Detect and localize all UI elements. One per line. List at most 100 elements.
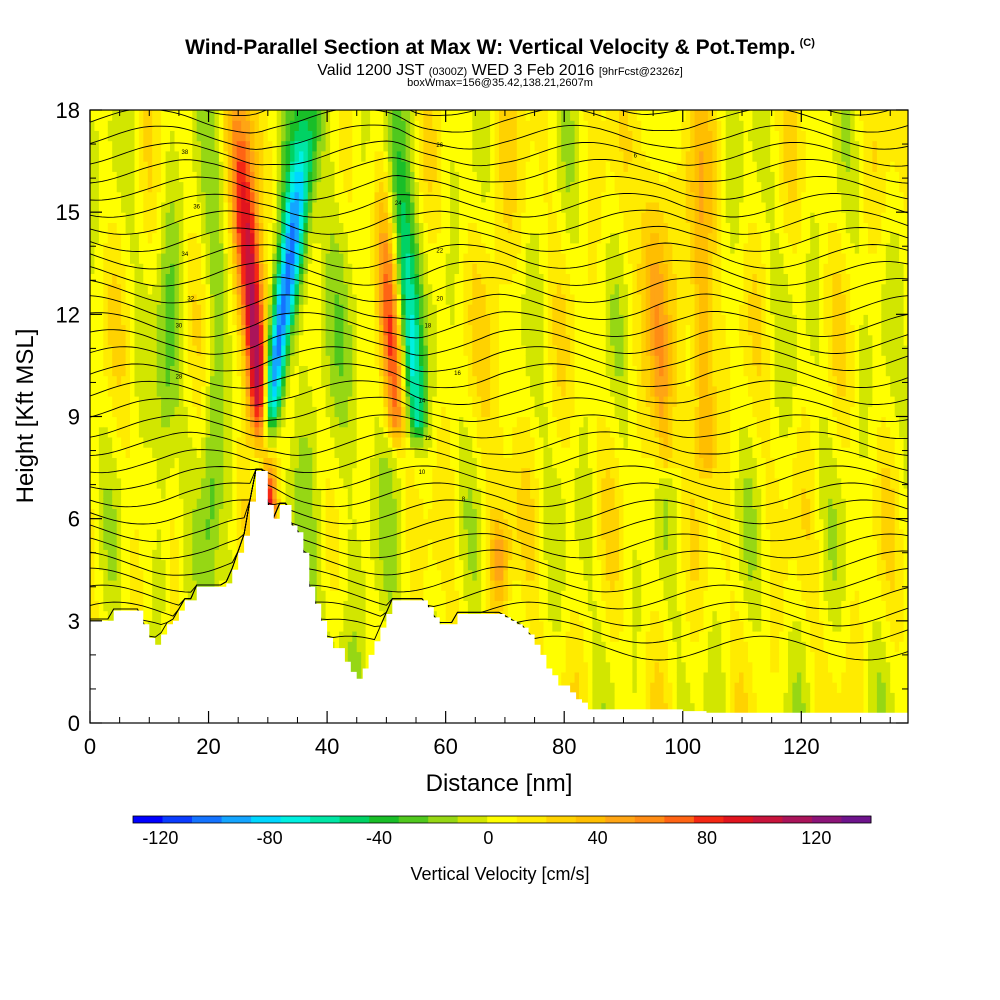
- theta-contour: [90, 310, 908, 339]
- colorbar-swatch: [812, 816, 842, 823]
- contour-label: 22: [436, 249, 443, 255]
- contour-label: 12: [425, 436, 432, 442]
- colorbar-swatch: [457, 816, 488, 823]
- y-tick-label: 12: [56, 302, 80, 327]
- theta-contour: [90, 465, 908, 491]
- colorbar-swatch: [428, 816, 459, 823]
- colorbar-tick-label: -80: [257, 828, 283, 848]
- chart-subtitle: Valid 1200 JST (0300Z) WED 3 Feb 2016 [9…: [317, 62, 683, 79]
- terrain-profile: [90, 471, 908, 723]
- copyright-mark: (C): [799, 37, 815, 49]
- y-tick-label: 0: [68, 711, 80, 736]
- theta-contour: [90, 346, 908, 373]
- theta-contour: [90, 209, 908, 235]
- colorbar-swatch: [310, 816, 341, 823]
- contour-label: 36: [193, 204, 200, 210]
- theta-contour: [90, 328, 908, 356]
- theta-contour: [90, 124, 908, 150]
- contour-label: 28: [176, 375, 183, 381]
- theta-contour: [90, 468, 908, 542]
- colorbar-tick-label: 40: [588, 828, 608, 848]
- contour-label: 18: [425, 324, 432, 330]
- colorbar-swatch: [782, 816, 813, 823]
- chart-title: Wind-Parallel Section at Max W: Vertical…: [185, 36, 815, 59]
- colorbar-swatch: [221, 816, 252, 823]
- theta-contour: [90, 396, 908, 423]
- y-axis-label: Height [Kft MSL]: [12, 329, 39, 504]
- colorbar: -120 -80 -40 0 40 80 120: [132, 815, 872, 848]
- colorbar-swatch: [162, 816, 193, 823]
- y-tick-label: 6: [68, 507, 80, 532]
- colorbar-tick-label: 80: [697, 828, 717, 848]
- theta-contour: [90, 259, 908, 287]
- theta-contour: [90, 468, 908, 525]
- contour-label: 24: [395, 201, 402, 207]
- colorbar-swatch: [575, 816, 606, 823]
- theta-contour: [90, 293, 908, 321]
- y-tick-label: 15: [56, 200, 80, 225]
- theta-contour: [90, 242, 908, 270]
- contour-label: 8: [462, 497, 466, 503]
- colorbar-swatch: [339, 816, 370, 823]
- contour-label: 38: [181, 150, 188, 156]
- contour-label: 30: [176, 324, 183, 330]
- colorbar-swatch: [192, 816, 222, 823]
- theta-contour: [90, 192, 908, 218]
- x-tick-label: 60: [433, 734, 457, 759]
- colorbar-swatch: [251, 816, 282, 823]
- y-tick-label: 18: [56, 98, 80, 123]
- colorbar-swatch: [133, 816, 163, 823]
- theta-contour: [90, 468, 908, 508]
- x-tick-label: 80: [552, 734, 576, 759]
- theta-contour: [90, 225, 908, 252]
- theta-contour: [90, 468, 908, 576]
- contour-label: 34: [181, 252, 188, 258]
- colorbar-swatch: [516, 816, 547, 823]
- colorbar-swatch: [634, 816, 665, 823]
- theta-contour: [90, 140, 908, 167]
- x-tick-label: 0: [84, 734, 96, 759]
- contour-label: 14: [419, 398, 426, 404]
- colorbar-tick-label: -120: [142, 828, 178, 848]
- theta-contour: [90, 276, 908, 304]
- colorbar-swatch: [280, 816, 311, 823]
- theta-contour: [90, 414, 908, 440]
- contour-label: 32: [187, 296, 194, 302]
- theta-contour: [90, 468, 908, 560]
- theta-contour: [90, 468, 908, 593]
- colorbar-swatch: [398, 816, 429, 823]
- colorbar-swatch: [487, 816, 518, 823]
- colorbar-tick-label: -40: [366, 828, 392, 848]
- contour-label: 6: [634, 153, 638, 159]
- theta-contour: [90, 110, 908, 134]
- y-tick-label: 9: [68, 405, 80, 430]
- x-tick-label: 100: [664, 734, 701, 759]
- colorbar-swatch: [693, 816, 724, 823]
- colorbar-label: Vertical Velocity [cm/s]: [410, 864, 589, 884]
- contour-label: 16: [454, 371, 461, 377]
- contour-label: 26: [436, 143, 443, 149]
- colorbar-swatch: [546, 816, 577, 823]
- theta-contour: [90, 448, 908, 474]
- colorbar-swatch: [752, 816, 783, 823]
- x-tick-label: 120: [783, 734, 820, 759]
- theta-contour: [90, 363, 908, 389]
- theta-contour: [90, 157, 908, 184]
- theta-contour: [90, 175, 908, 201]
- theta-contour: [201, 110, 892, 117]
- colorbar-swatch: [664, 816, 695, 823]
- theta-contour: [90, 431, 908, 457]
- theta-contours: 38 36 34 32 30 28 26 24 22 20 18 16 14 12 10 8 6: [90, 110, 908, 661]
- theta-contour: [90, 380, 908, 406]
- colorbar-swatch: [369, 816, 400, 823]
- chart-box-info: boxWmax=156@35.42,138.21,2607m: [407, 77, 593, 89]
- x-axis-label: Distance [nm]: [426, 770, 573, 797]
- colorbar-swatch: [605, 816, 636, 823]
- colorbar-swatch: [723, 816, 754, 823]
- colorbar-tick-label: 120: [801, 828, 831, 848]
- contour-label: 10: [419, 470, 426, 476]
- x-tick-label: 20: [196, 734, 220, 759]
- contour-label: 20: [436, 296, 443, 302]
